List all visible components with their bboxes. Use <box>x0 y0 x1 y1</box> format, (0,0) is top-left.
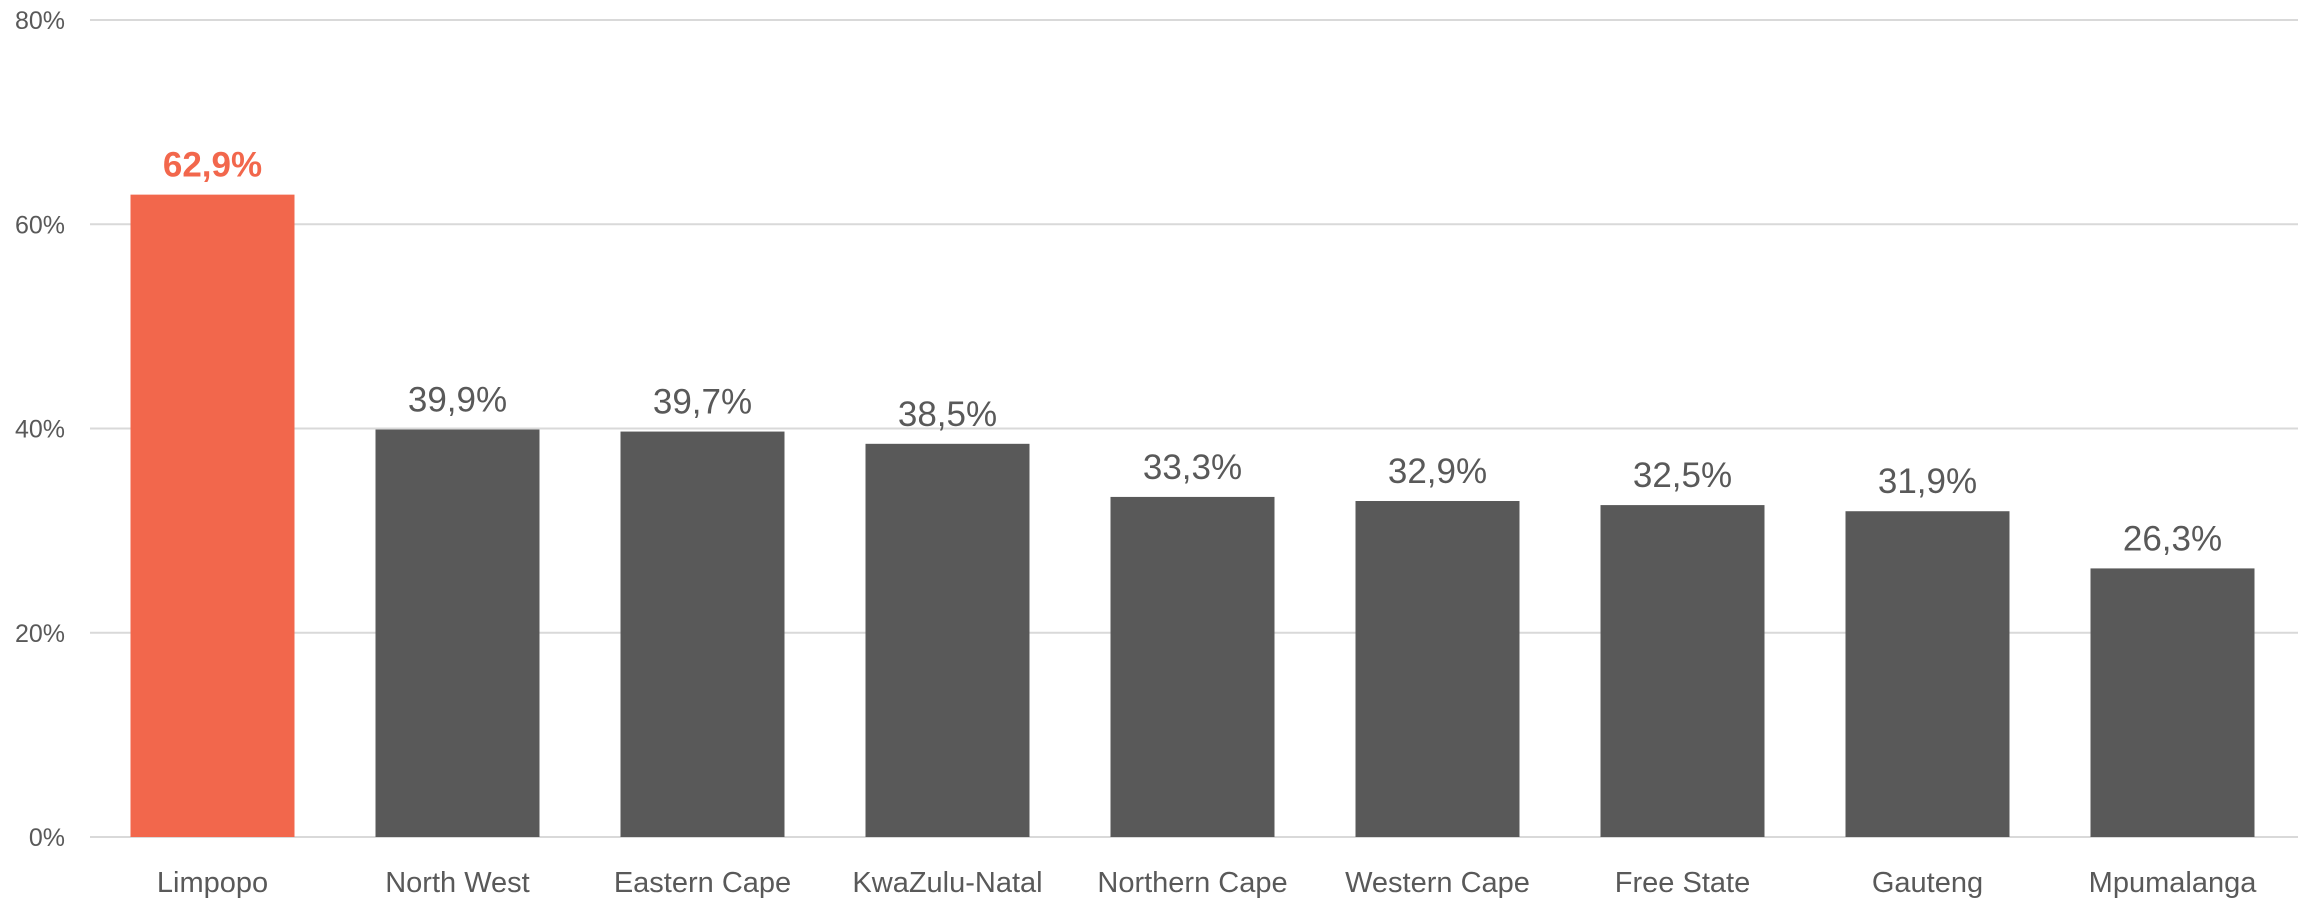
bar <box>130 194 295 838</box>
data-label: 26,3% <box>2123 519 2222 558</box>
bar <box>620 431 785 837</box>
bar <box>1845 511 2010 837</box>
y-tick-label: 40% <box>15 416 65 444</box>
x-tick-label: KwaZulu-Natal <box>852 867 1042 899</box>
x-tick-label: North West <box>385 867 530 899</box>
x-tick-label: Limpopo <box>157 867 268 899</box>
data-label: 38,5% <box>898 395 997 434</box>
y-axis-tick-labels: 0% 20% 40% 60% 80% <box>15 7 65 852</box>
x-tick-label: Gauteng <box>1872 867 1983 899</box>
data-label: 33,3% <box>1143 448 1242 487</box>
bar <box>1110 496 1275 837</box>
bar <box>1355 501 1520 837</box>
data-label: 39,9% <box>408 381 507 420</box>
data-label: 39,7% <box>653 383 752 422</box>
data-label: 32,5% <box>1633 456 1732 495</box>
y-tick-label: 80% <box>15 7 65 35</box>
y-tick-label: 0% <box>29 824 65 852</box>
bar <box>865 443 1030 837</box>
x-axis-tick-labels: Limpopo North West Eastern Cape KwaZulu-Nat… <box>157 867 2257 899</box>
bar <box>2090 568 2255 837</box>
x-tick-label: Mpumalanga <box>2089 867 2258 899</box>
x-tick-label: Eastern Cape <box>614 867 791 899</box>
data-label: 62,9% <box>163 146 262 185</box>
bar <box>375 429 540 837</box>
data-label: 32,9% <box>1388 452 1487 491</box>
bars <box>130 194 2255 838</box>
data-labels: 62,9% 39,9% 39,7% 38,5% 33,3% 32,9% 32,5% 31,9%… <box>163 146 2222 559</box>
x-tick-label: Northern Cape <box>1097 867 1287 899</box>
x-tick-label: Free State <box>1615 867 1750 899</box>
y-tick-label: 20% <box>15 620 65 648</box>
data-label: 31,9% <box>1878 462 1977 501</box>
bar <box>1600 505 1765 837</box>
y-tick-label: 60% <box>15 211 65 239</box>
x-tick-label: Western Cape <box>1345 867 1530 899</box>
